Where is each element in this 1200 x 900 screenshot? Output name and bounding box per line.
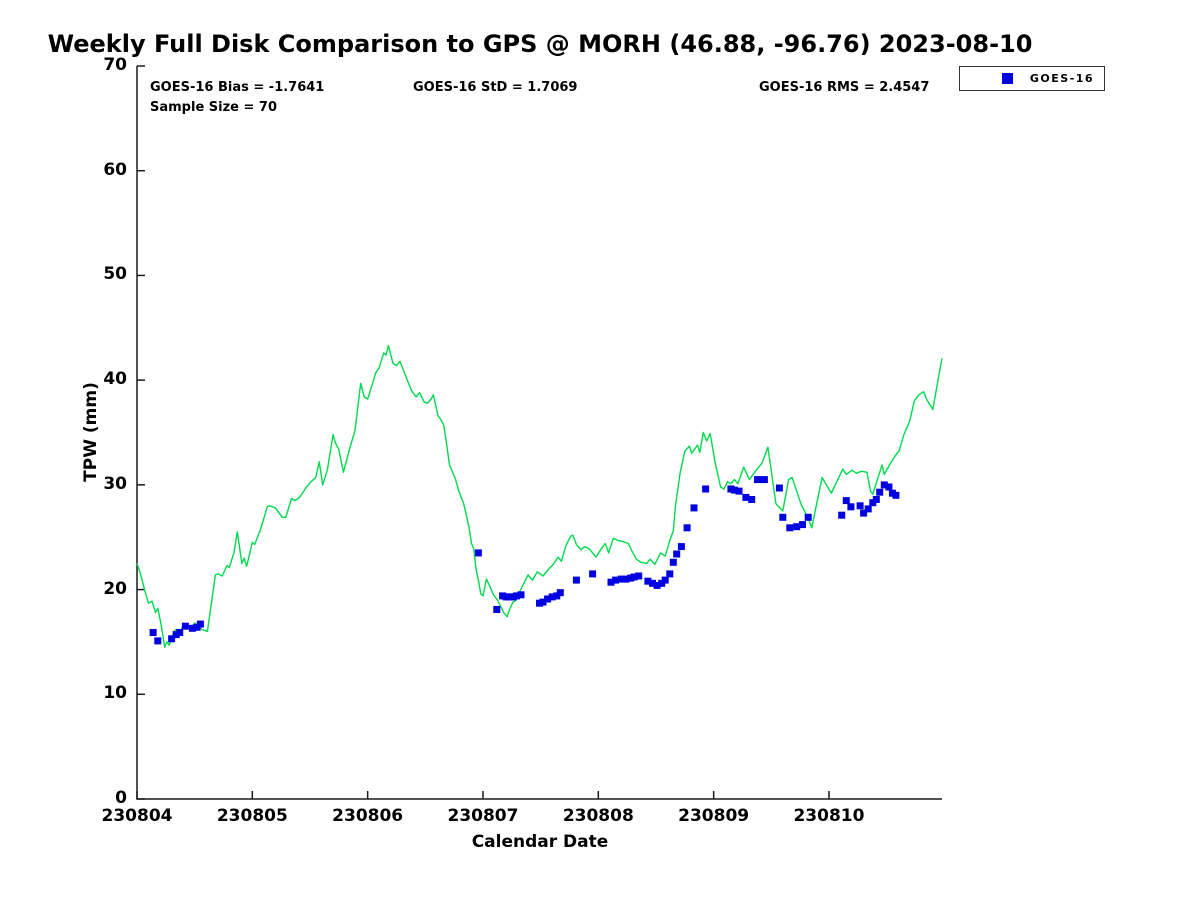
x-tick-label: 230808 [562,806,634,826]
y-tick-label: 60 [103,159,127,180]
legend-label: GOES-16 [1029,72,1095,85]
x-tick-label: 230804 [101,806,173,826]
y-tick-label: 30 [103,473,127,494]
x-tick-label: 230807 [447,806,519,826]
y-tick-label: 0 [115,788,127,808]
y-tick-label: 50 [103,264,127,285]
goes16-markers [149,476,900,645]
stat-rms: GOES-16 RMS = 2.4547 [759,80,930,95]
x-tick-label: 230806 [332,806,404,826]
legend: GOES-16 [959,66,1105,91]
x-tick-label: 230810 [793,806,865,826]
stat-bias: GOES-16 Bias = -1.7641 [150,80,325,95]
legend-marker-square-icon [1002,73,1013,84]
y-tick-label: 70 [103,55,127,75]
gps-line [136,344,943,648]
page-title: Weekly Full Disk Comparison to GPS @ MOR… [47,30,1033,58]
x-axis-label: Calendar Date [471,832,609,852]
y-tick-label: 10 [103,683,127,704]
y-tick-label: 40 [103,369,127,390]
y-axis-label: TPW (mm) [81,382,101,482]
stat-std: GOES-16 StD = 1.7069 [413,80,578,95]
x-tick-label: 230809 [678,806,750,826]
stat-sample-size: Sample Size = 70 [150,100,278,115]
y-tick-label: 20 [103,578,127,599]
x-tick-label: 230805 [216,806,288,826]
axes [136,65,942,800]
